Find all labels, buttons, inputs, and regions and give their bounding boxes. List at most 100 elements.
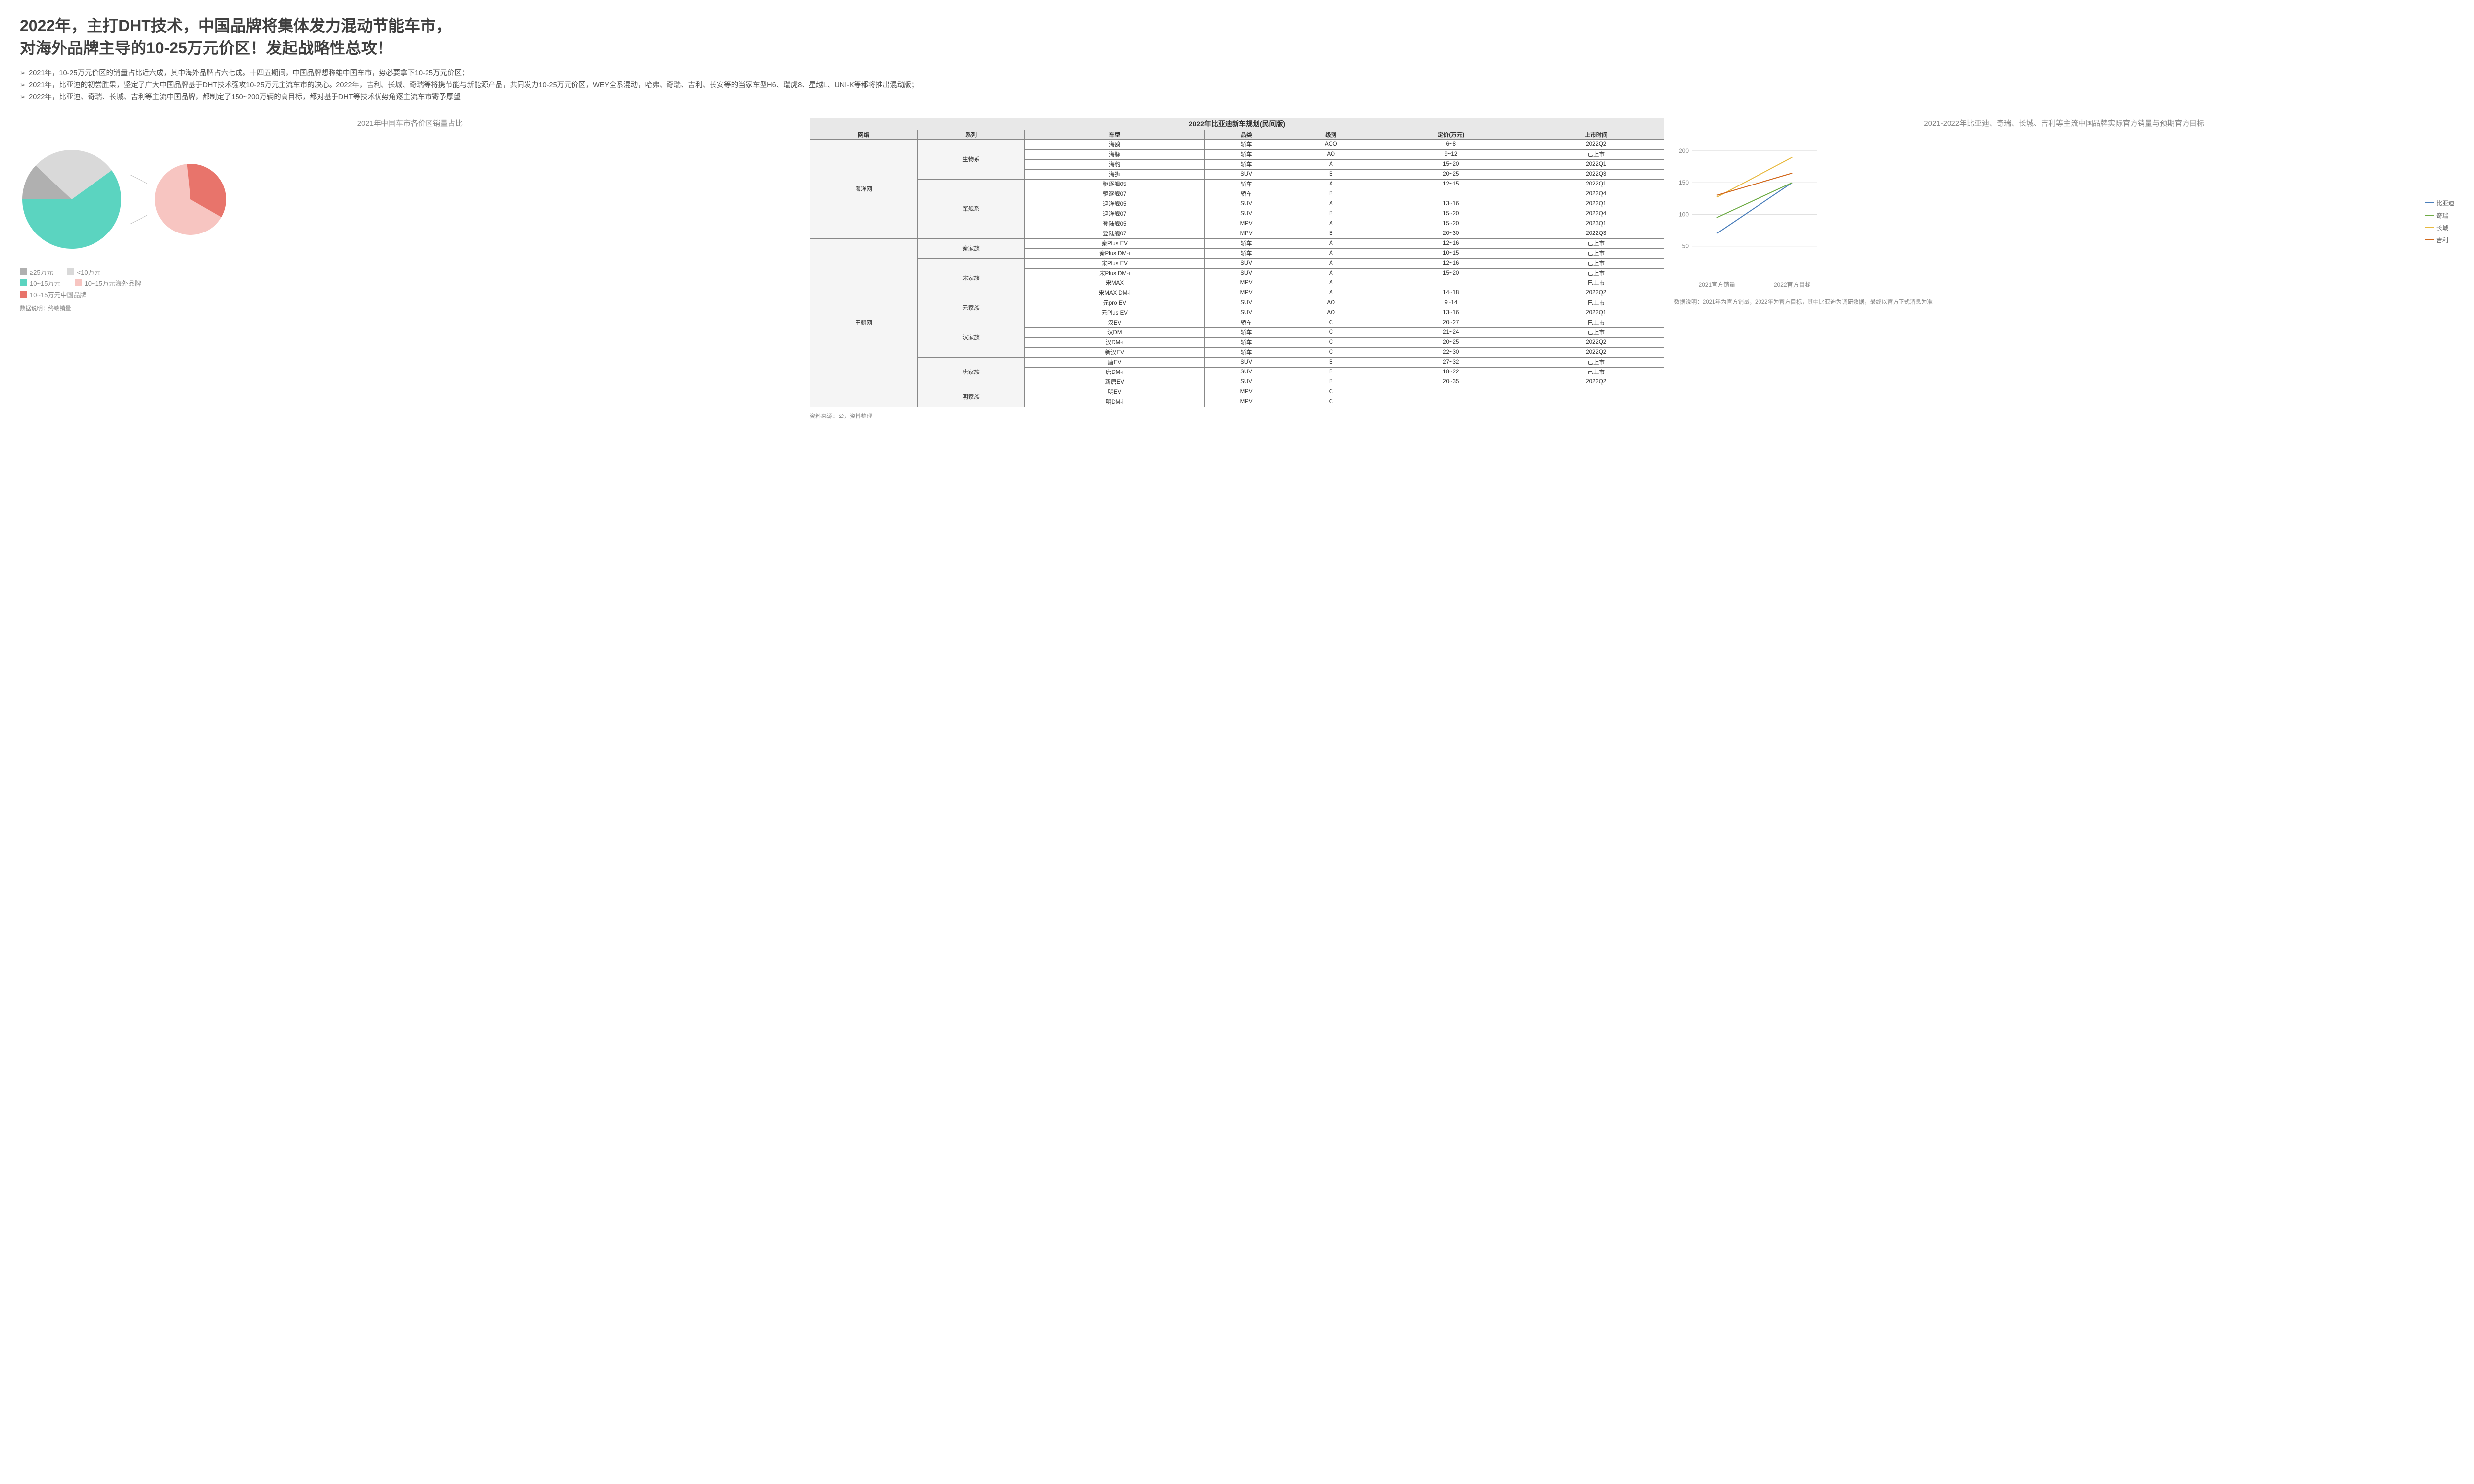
table-cell: 宋MAX DM-i (1025, 288, 1205, 298)
table-cell: C (1288, 327, 1374, 337)
legend-item: <10万元 (67, 267, 101, 277)
table-cell: 已上市 (1528, 298, 1664, 308)
table-cell: 元Plus EV (1025, 308, 1205, 318)
table-cell: 巡洋舰07 (1025, 209, 1205, 219)
table-cell (1374, 387, 1528, 397)
table-cell: A (1288, 199, 1374, 209)
table-cell: 15~20 (1374, 268, 1528, 278)
table-cell: A (1288, 159, 1374, 169)
table-cell: B (1288, 377, 1374, 387)
table-cell: MPV (1204, 278, 1288, 288)
mid-footnote: 资料来源：公开资料整理 (810, 412, 1665, 420)
table-row: 唐家族唐EVSUVB27~32已上市 (810, 357, 1664, 367)
line-chart-legend: 比亚迪奇瑞长城吉利 (2425, 199, 2454, 293)
table-cell: SUV (1204, 367, 1288, 377)
table-cell: 轿车 (1204, 248, 1288, 258)
table-cell: 6~8 (1374, 139, 1528, 149)
table-row: 元家族元pro EVSUVAO9~14已上市 (810, 298, 1664, 308)
table-cell (1528, 387, 1664, 397)
table-cell: C (1288, 347, 1374, 357)
table-cell: 22~30 (1374, 347, 1528, 357)
table-cell: A (1288, 248, 1374, 258)
y-tick-label: 200 (1679, 147, 1689, 154)
table-cell: 轿车 (1204, 159, 1288, 169)
table-cell: 轿车 (1204, 189, 1288, 199)
legend-item: 10~15万元海外品牌 (75, 278, 142, 288)
table-row: 军舰系驱逐舰05轿车A12~152022Q1 (810, 179, 1664, 189)
line-series (1717, 183, 1792, 233)
table-cell: 轿车 (1204, 238, 1288, 248)
table-cell: 轿车 (1204, 337, 1288, 347)
table-cell: 宋家族 (917, 258, 1025, 298)
table-cell: 元pro EV (1025, 298, 1205, 308)
table-cell: 12~15 (1374, 179, 1528, 189)
table-cell: 秦Plus DM-i (1025, 248, 1205, 258)
left-footnote: 数据说明：终端销量 (20, 304, 800, 312)
table-cell: 海豚 (1025, 149, 1205, 159)
table-cell: 27~32 (1374, 357, 1528, 367)
table-cell (1528, 397, 1664, 407)
table-cell: 2022Q4 (1528, 209, 1664, 219)
table-header-cell: 定价(万元) (1374, 130, 1528, 139)
bullet-item: 2021年，比亚迪的初尝胜果，坚定了广大中国品牌基于DHT技术强攻10-25万元… (20, 79, 2454, 92)
table-cell (1374, 189, 1528, 199)
table-cell: A (1288, 179, 1374, 189)
bullet-item: 2021年，10-25万元价区的销量占比近六成，其中海外品牌占六七成。十四五期间… (20, 67, 2454, 80)
table-cell: 9~12 (1374, 149, 1528, 159)
table-cell: 海鸥 (1025, 139, 1205, 149)
legend-item: 比亚迪 (2425, 199, 2454, 207)
table-cell: C (1288, 318, 1374, 327)
legend-item: 10~15万元中国品牌 (20, 290, 87, 299)
table-cell: SUV (1204, 258, 1288, 268)
table-cell: 18~22 (1374, 367, 1528, 377)
y-tick-label: 100 (1679, 211, 1689, 218)
table-cell: 已上市 (1528, 248, 1664, 258)
table-cell: 2022Q2 (1528, 139, 1664, 149)
table-cell: B (1288, 357, 1374, 367)
table-header-cell: 上市时间 (1528, 130, 1664, 139)
table-cell: SUV (1204, 377, 1288, 387)
table-header-cell: 系列 (917, 130, 1025, 139)
table-cell: 轿车 (1204, 347, 1288, 357)
table-cell: 13~16 (1374, 308, 1528, 318)
table-cell: 2022Q1 (1528, 308, 1664, 318)
table-header-cell: 网络 (810, 130, 917, 139)
table-cell: SUV (1204, 209, 1288, 219)
x-tick-label: 2021官方销量 (1699, 281, 1736, 288)
table-cell: 汉DM-i (1025, 337, 1205, 347)
table-cell: B (1288, 169, 1374, 179)
table-cell: 海洋网 (810, 139, 917, 238)
page-title: 2022年，主打DHT技术，中国品牌将集体发力混动节能车市， 对海外品牌主导的1… (20, 15, 2454, 59)
table-cell: 王朝网 (810, 238, 917, 407)
table-cell (1374, 397, 1528, 407)
pie-chart-title: 2021年中国车市各价区销量占比 (20, 118, 800, 130)
pie-chart-price-range (20, 147, 124, 251)
table-cell: C (1288, 397, 1374, 407)
table-cell: 汉DM (1025, 327, 1205, 337)
table-cell: AO (1288, 308, 1374, 318)
legend-item: 吉利 (2425, 236, 2454, 244)
table-cell: 明家族 (917, 387, 1025, 407)
table-cell: AOO (1288, 139, 1374, 149)
table-cell: 20~27 (1374, 318, 1528, 327)
pie-charts (20, 147, 800, 251)
table-cell: 登陆舰05 (1025, 219, 1205, 229)
line-chart-title: 2021-2022年比亚迪、奇瑞、长城、吉利等主流中国品牌实际官方销量与预期官方… (1674, 118, 2454, 130)
table-cell: MPV (1204, 397, 1288, 407)
table-cell: 唐EV (1025, 357, 1205, 367)
table-cell: 秦Plus EV (1025, 238, 1205, 248)
table-cell: 唐DM-i (1025, 367, 1205, 377)
table-cell: 2022Q4 (1528, 189, 1664, 199)
y-tick-label: 50 (1682, 242, 1689, 249)
table-cell: 轿车 (1204, 139, 1288, 149)
table-cell: 20~25 (1374, 337, 1528, 347)
table-cell: B (1288, 189, 1374, 199)
table-header-cell: 品类 (1204, 130, 1288, 139)
table-cell: 15~20 (1374, 209, 1528, 219)
table-cell: MPV (1204, 288, 1288, 298)
table-cell: 13~16 (1374, 199, 1528, 209)
table-cell: 已上市 (1528, 238, 1664, 248)
table-cell: 生物系 (917, 139, 1025, 179)
table-cell: 登陆舰07 (1025, 229, 1205, 238)
table-cell: SUV (1204, 308, 1288, 318)
